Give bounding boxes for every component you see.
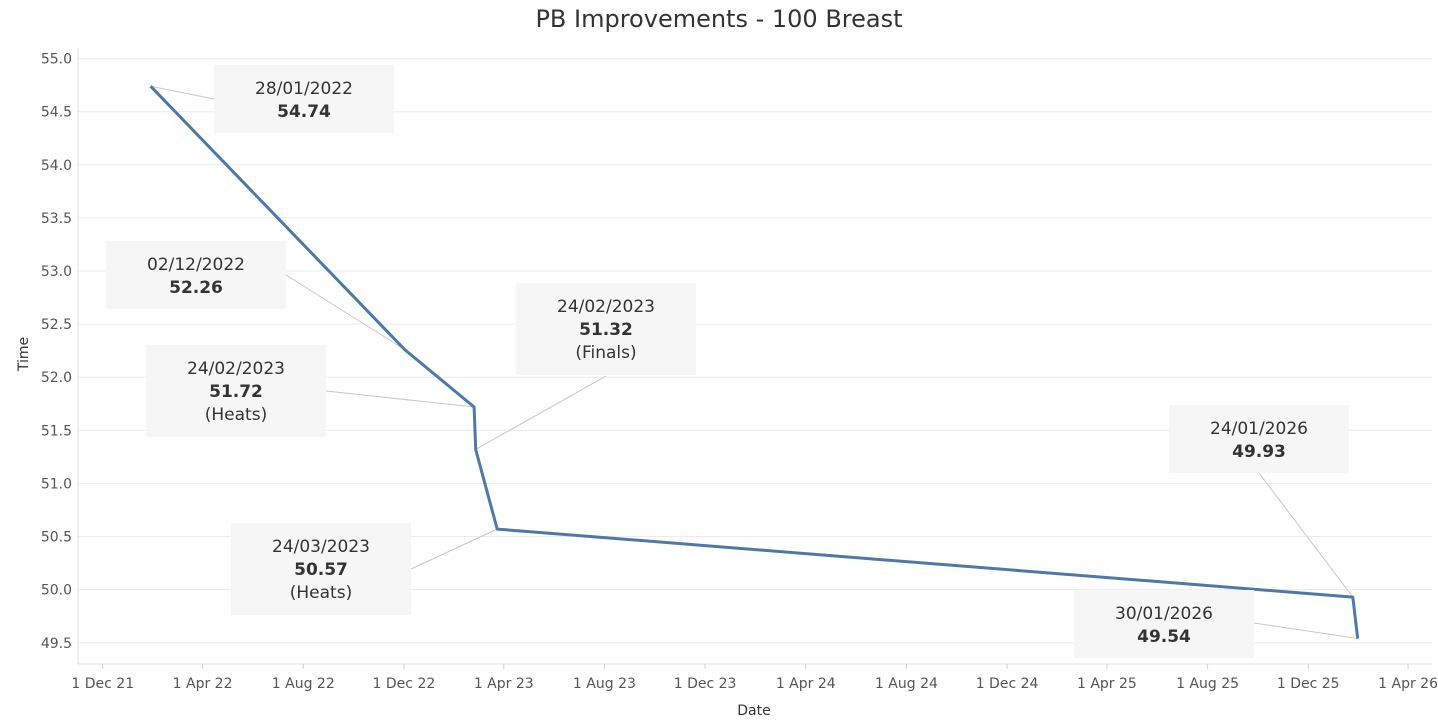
annotation-box: [1169, 405, 1349, 473]
y-tick-label: 55.0: [41, 52, 72, 68]
annotation-leader: [150, 85, 215, 100]
annotation-leader: [475, 375, 607, 450]
y-axis-title: Time: [16, 337, 32, 372]
annotation-layer: 28/01/2022 54.74 02/12/2022 52.26 24/02/2023…: [106, 65, 1349, 658]
annotation-date: 28/01/2022: [255, 79, 353, 99]
annotation-date: 24/01/2026: [1210, 419, 1308, 439]
y-tick-label: 51.5: [41, 423, 72, 439]
y-tick-label: 51.0: [41, 476, 72, 492]
y-tick-label: 53.0: [41, 264, 72, 280]
annotation-leader: [1258, 472, 1354, 598]
axis-layer: 49.5 50.0 50.5 51.0 51.5 52.0 52.5 53.0 53.5 54.0…: [41, 48, 1438, 692]
x-tick-label: 1 Dec 22: [373, 676, 436, 692]
annotation-box: [231, 523, 411, 615]
x-tick-label: 1 Dec 24: [976, 676, 1039, 692]
x-tick-label: 1 Aug 25: [1176, 676, 1239, 692]
x-tick-label: 1 Dec 21: [71, 676, 134, 692]
annotation-box: [1074, 590, 1254, 658]
x-tick-label: 1 Aug 22: [272, 676, 335, 692]
x-tick-label: 1 Aug 23: [573, 676, 636, 692]
annotation-date: 24/02/2023: [557, 297, 655, 317]
annotation-date: 30/01/2026: [1115, 604, 1213, 624]
y-tick-label: 54.5: [41, 105, 72, 121]
annotation-box: [106, 241, 286, 309]
annotation-value: 52.26: [169, 278, 223, 298]
annotation-date: 24/03/2023: [272, 537, 370, 557]
leader-layer: [150, 85, 1358, 640]
x-axis-title: Date: [737, 703, 770, 719]
annotation-box: [214, 65, 394, 133]
annotation-note: (Heats): [290, 583, 352, 603]
annotation-value: 49.54: [1137, 627, 1191, 647]
x-tick-label: 1 Dec 25: [1277, 676, 1340, 692]
annotation-leader: [410, 528, 498, 570]
x-tick-label: 1 Dec 23: [674, 676, 737, 692]
annotation-leader: [285, 274, 406, 351]
annotation-value: 51.32: [579, 320, 633, 340]
y-tick-label: 50.5: [41, 530, 72, 546]
y-tick-label: 52.0: [41, 370, 72, 386]
x-tick-label: 1 Apr 24: [776, 676, 836, 692]
annotation-note: (Finals): [575, 343, 636, 363]
series-layer: [149, 85, 1360, 639]
annotation-date: 24/02/2023: [187, 359, 285, 379]
y-tick-label: 49.5: [41, 636, 72, 652]
annotation-value: 54.74: [277, 102, 331, 122]
annotation-box: [146, 345, 326, 437]
y-tick-label: 50.0: [41, 583, 72, 599]
x-tick-label: 1 Apr 22: [173, 676, 233, 692]
series-line: [149, 85, 1360, 639]
annotation-note: (Heats): [205, 405, 267, 425]
annotation-box: [516, 283, 696, 375]
x-tick-label: 1 Apr 25: [1077, 676, 1137, 692]
annotation-value: 50.57: [294, 560, 348, 580]
x-tick-label: 1 Apr 23: [474, 676, 534, 692]
y-tick-label: 54.0: [41, 158, 72, 174]
x-tick-label: 1 Apr 26: [1378, 676, 1438, 692]
annotation-leader: [325, 390, 475, 408]
y-tick-label: 53.5: [41, 211, 72, 227]
annotation-date: 02/12/2022: [147, 255, 245, 275]
chart-title: PB Improvements - 100 Breast: [535, 5, 903, 33]
x-tick-label: 1 Aug 24: [875, 676, 938, 692]
annotation-leader: [1253, 622, 1358, 640]
y-tick-label: 52.5: [41, 317, 72, 333]
annotation-value: 49.93: [1232, 442, 1286, 462]
annotation-value: 51.72: [209, 382, 263, 402]
